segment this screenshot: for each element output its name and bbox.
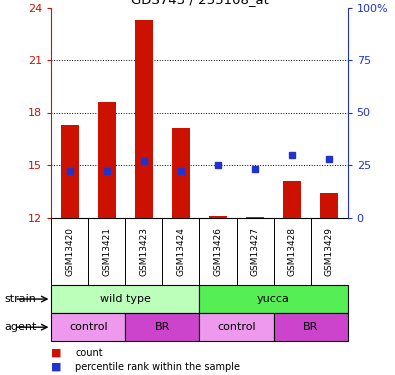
Text: ■: ■ [51, 348, 62, 358]
Bar [274, 313, 348, 341]
Text: agent: agent [4, 322, 36, 332]
Text: GSM13421: GSM13421 [102, 227, 111, 276]
Text: GSM13429: GSM13429 [325, 227, 334, 276]
Text: GSM13423: GSM13423 [139, 227, 149, 276]
Text: control: control [217, 322, 256, 332]
Bar [199, 313, 274, 341]
Text: BR: BR [303, 322, 318, 332]
Text: count: count [75, 348, 103, 358]
Bar [199, 285, 348, 313]
Text: GSM13420: GSM13420 [65, 227, 74, 276]
Bar [135, 20, 153, 217]
Text: GSM13424: GSM13424 [177, 227, 186, 276]
Bar [320, 193, 339, 217]
Bar [51, 285, 199, 313]
Text: GSM13428: GSM13428 [288, 227, 297, 276]
Text: BR: BR [155, 322, 170, 332]
Bar [126, 313, 199, 341]
Text: yucca: yucca [257, 294, 290, 304]
Text: ■: ■ [51, 362, 62, 372]
Bar [51, 313, 126, 341]
Text: wild type: wild type [100, 294, 151, 304]
Text: strain: strain [4, 294, 36, 304]
Text: GSM13427: GSM13427 [250, 227, 260, 276]
Bar [283, 181, 301, 218]
Bar [209, 216, 227, 217]
Text: GSM13426: GSM13426 [213, 227, 222, 276]
Bar [60, 125, 79, 217]
Title: GDS743 / 255108_at: GDS743 / 255108_at [130, 0, 269, 6]
Text: percentile rank within the sample: percentile rank within the sample [75, 362, 240, 372]
Bar [98, 102, 116, 218]
Bar [172, 128, 190, 217]
Text: control: control [69, 322, 108, 332]
